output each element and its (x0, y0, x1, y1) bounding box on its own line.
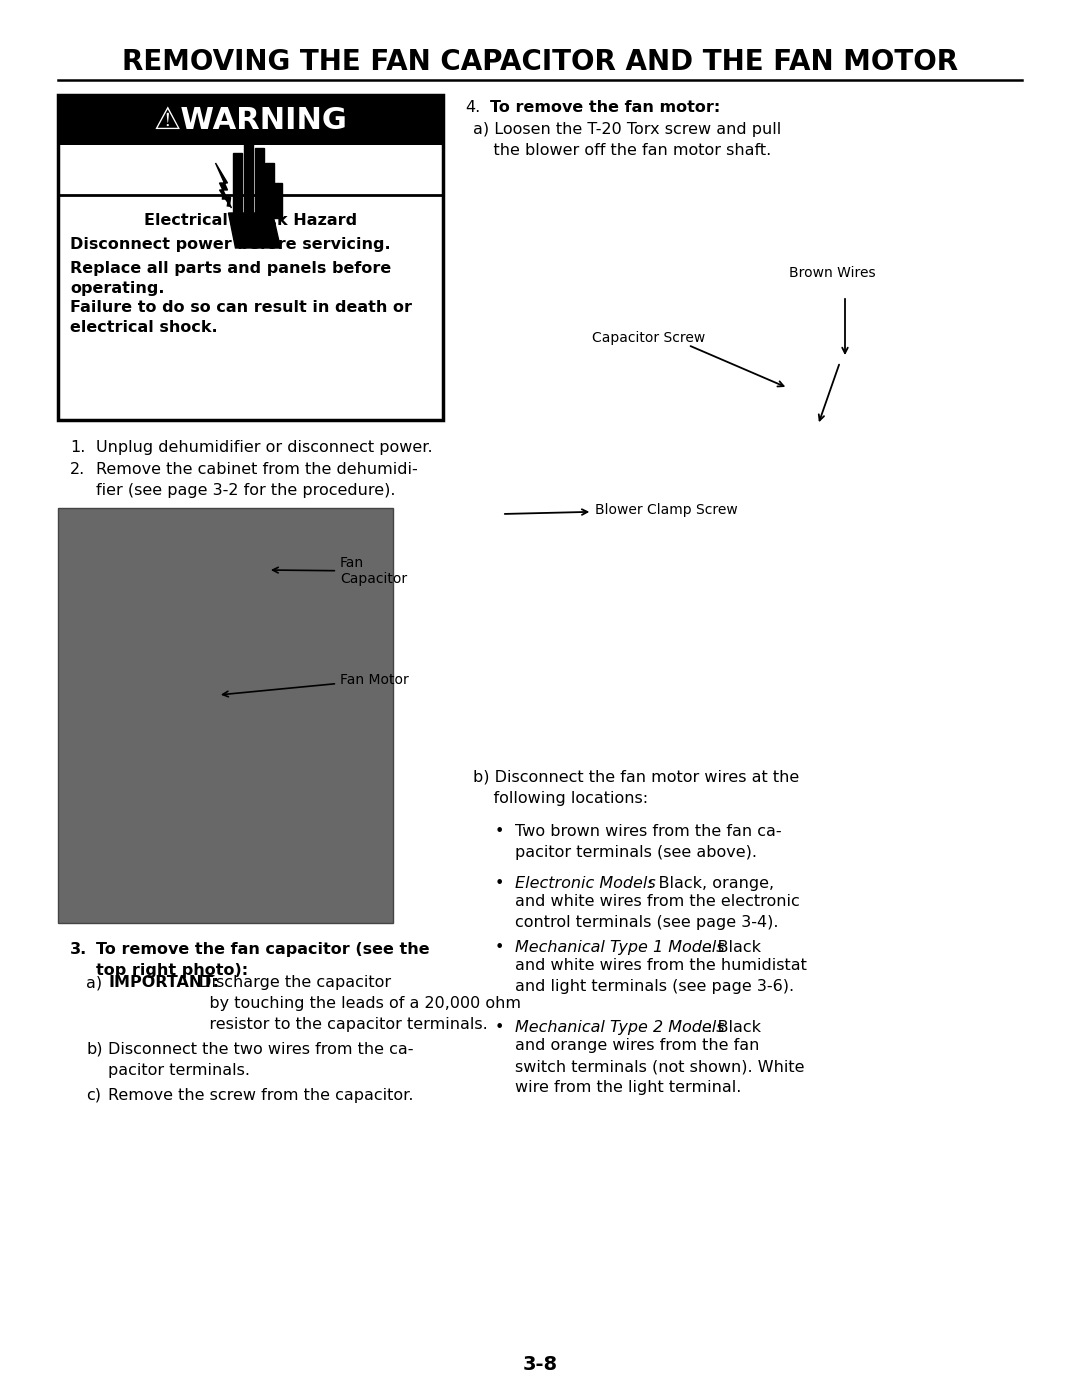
Text: Discharge the capacitor
   by touching the leads of a 20,000 ohm
   resistor to : Discharge the capacitor by touching the … (194, 975, 521, 1032)
Text: ⚠WARNING: ⚠WARNING (153, 106, 348, 134)
Bar (58, 509, 393, 923)
Text: Electrical Shock Hazard: Electrical Shock Hazard (144, 212, 357, 228)
Text: : Black, orange,: : Black, orange, (648, 876, 774, 891)
Bar (265, 163, 273, 212)
Text: 1.: 1. (70, 440, 85, 455)
Text: To remove the fan motor:: To remove the fan motor: (490, 101, 720, 115)
Text: c): c) (86, 1088, 102, 1104)
Text: Electronic Models: Electronic Models (515, 876, 656, 891)
Polygon shape (216, 163, 231, 208)
Text: Capacitor Screw: Capacitor Screw (592, 331, 705, 345)
Text: Mechanical Type 2 Models: Mechanical Type 2 Models (515, 1020, 725, 1035)
Text: Remove the screw from the capacitor.: Remove the screw from the capacitor. (108, 1088, 414, 1104)
Text: and white wires from the electronic
control terminals (see page 3-4).: and white wires from the electronic cont… (515, 894, 800, 930)
Text: Disconnect power before servicing.: Disconnect power before servicing. (70, 237, 391, 251)
Text: REMOVING THE FAN CAPACITOR AND THE FAN MOTOR: REMOVING THE FAN CAPACITOR AND THE FAN M… (122, 47, 958, 75)
Text: Fan
Capacitor: Fan Capacitor (272, 556, 407, 587)
Text: 2.: 2. (70, 462, 85, 476)
Text: 3.: 3. (70, 942, 87, 957)
Text: 3-8: 3-8 (523, 1355, 557, 1375)
Text: and white wires from the humidistat
and light terminals (see page 3-6).: and white wires from the humidistat and … (515, 958, 807, 995)
Text: 4.: 4. (465, 101, 481, 115)
Bar (58, 95, 443, 145)
Text: Mechanical Type 1 Models: Mechanical Type 1 Models (515, 940, 725, 956)
Bar (58, 95, 443, 420)
Text: Unplug dehumidifier or disconnect power.: Unplug dehumidifier or disconnect power. (96, 440, 433, 455)
Text: •: • (495, 876, 504, 891)
Text: IMPORTANT:: IMPORTANT: (108, 975, 219, 990)
Bar (58, 509, 393, 923)
Text: : Black: : Black (707, 1020, 761, 1035)
Text: Two brown wires from the fan ca-
pacitor terminals (see above).: Two brown wires from the fan ca- pacitor… (515, 824, 782, 861)
Polygon shape (229, 212, 281, 249)
Text: Disconnect the two wires from the ca-
pacitor terminals.: Disconnect the two wires from the ca- pa… (108, 1042, 414, 1078)
Text: : Black: : Black (707, 940, 761, 956)
Text: a) Loosen the T-20 Torx screw and pull
    the blower off the fan motor shaft.: a) Loosen the T-20 Torx screw and pull t… (473, 122, 781, 158)
Text: and orange wires from the fan
switch terminals (not shown). White
wire from the : and orange wires from the fan switch ter… (515, 1038, 805, 1095)
Text: •: • (495, 940, 504, 956)
Bar (243, 142, 253, 212)
Text: a): a) (86, 975, 103, 990)
Text: •: • (495, 1020, 504, 1035)
Bar (232, 154, 242, 212)
Text: Failure to do so can result in death or
electrical shock.: Failure to do so can result in death or … (70, 300, 411, 335)
Text: Remove the cabinet from the dehumidi-
fier (see page 3-2 for the procedure).: Remove the cabinet from the dehumidi- fi… (96, 462, 418, 497)
Text: To remove the fan capacitor (see the
top right photo):: To remove the fan capacitor (see the top… (96, 942, 430, 978)
Text: b): b) (86, 1042, 103, 1058)
Bar (255, 148, 264, 212)
Bar (272, 183, 282, 218)
Text: Brown Wires: Brown Wires (788, 265, 875, 279)
Text: b) Disconnect the fan motor wires at the
    following locations:: b) Disconnect the fan motor wires at the… (473, 770, 799, 806)
Text: Fan Motor: Fan Motor (222, 673, 408, 697)
Text: Blower Clamp Screw: Blower Clamp Screw (504, 503, 738, 517)
Text: •: • (495, 824, 504, 840)
Text: Replace all parts and panels before
operating.: Replace all parts and panels before oper… (70, 261, 391, 296)
